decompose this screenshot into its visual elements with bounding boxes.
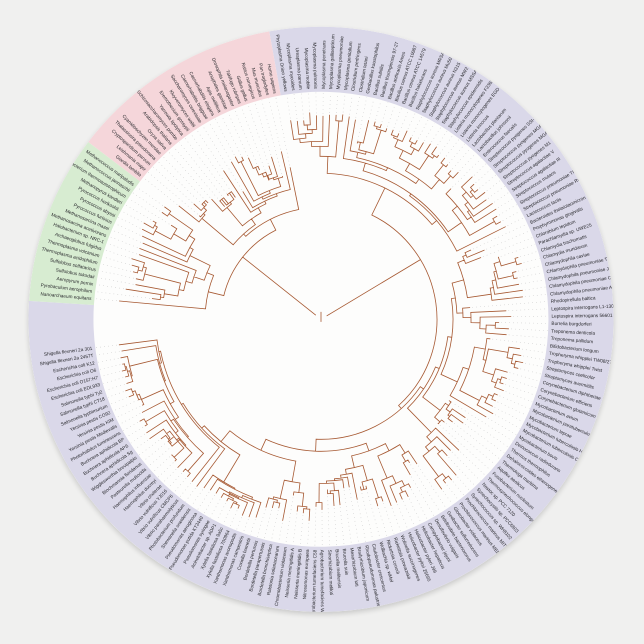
svg-text:Clostridium perfringens: Clostridium perfringens bbox=[350, 42, 362, 91]
svg-text:Leptospira interrogans L1-130: Leptospira interrogans L1-130 bbox=[551, 304, 614, 312]
svg-text:Brucella suis: Brucella suis bbox=[342, 548, 350, 576]
svg-text:Shigella flexneri 2a 301: Shigella flexneri 2a 301 bbox=[44, 346, 93, 357]
svg-text:Clostridium tetani: Clostridium tetani bbox=[358, 56, 369, 93]
svg-text:Mycoplasma pneumoniae: Mycoplasma pneumoniae bbox=[335, 36, 344, 90]
svg-text:Sinorhizobium meliloti: Sinorhizobium meliloti bbox=[327, 550, 334, 596]
svg-text:Neisseria meningitidis B: Neisseria meningitidis B bbox=[293, 549, 303, 599]
svg-text:Mycoplasma penetrans: Mycoplasma penetrans bbox=[321, 40, 327, 89]
svg-text:Rhodopirellula baltica: Rhodopirellula baltica bbox=[551, 295, 596, 304]
svg-text:Mycoplasma pulmonis: Mycoplasma pulmonis bbox=[312, 42, 318, 89]
svg-text:Treponema pallidum: Treponema pallidum bbox=[551, 336, 594, 344]
svg-text:Agrobacterium tumefaciens C58: Agrobacterium tumefaciens C58 bbox=[311, 549, 318, 616]
svg-text:Mycoplasma gallisepticum: Mycoplasma gallisepticum bbox=[328, 34, 335, 89]
svg-text:Brucella melitensis: Brucella melitensis bbox=[334, 549, 342, 589]
svg-text:Agrobacterium tumefaciens Wash: Agrobacterium tumefaciens WashU bbox=[320, 550, 325, 624]
svg-text:Treponema denticola: Treponema denticola bbox=[551, 329, 595, 336]
svg-text:Mesorhizobium loti: Mesorhizobium loti bbox=[349, 547, 359, 586]
svg-text:Neisseria meningitidis A: Neisseria meningitidis A bbox=[284, 547, 295, 598]
svg-text:Pyrobaculum aerophilum: Pyrobaculum aerophilum bbox=[40, 283, 92, 294]
svg-text:Mycoplasma genitalium: Mycoplasma genitalium bbox=[343, 41, 353, 90]
svg-text:Ureaplasma parvum: Ureaplasma parvum bbox=[295, 47, 304, 90]
svg-text:Nitrosomonas europaea: Nitrosomonas europaea bbox=[302, 549, 310, 600]
svg-text:Bifidobacterium longum: Bifidobacterium longum bbox=[550, 343, 599, 354]
svg-text:Mycoplasma mycoides: Mycoplasma mycoides bbox=[286, 43, 297, 91]
svg-text:Homo sapiens: Homo sapiens bbox=[267, 64, 278, 95]
svg-text:Aeropyrum pernix: Aeropyrum pernix bbox=[56, 276, 94, 287]
svg-text:Borrelia burgdorferi: Borrelia burgdorferi bbox=[551, 321, 591, 327]
svg-text:Leptospira interrogans 56601: Leptospira interrogans 56601 bbox=[551, 313, 612, 319]
svg-text:Nanoarchaeum equitans: Nanoarchaeum equitans bbox=[40, 291, 92, 301]
svg-text:Mycoplasma mobile: Mycoplasma mobile bbox=[304, 48, 311, 90]
